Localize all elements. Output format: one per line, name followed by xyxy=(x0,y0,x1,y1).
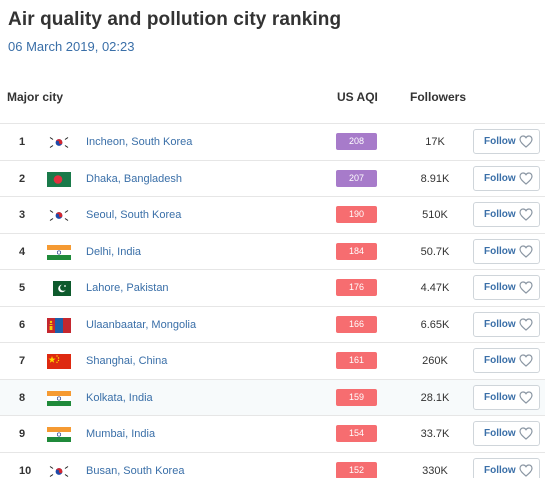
aqi-badge: 208 xyxy=(336,133,377,150)
table-row: 6 Ulaanbaatar, Mongolia 166 6.65K Follow xyxy=(0,305,545,343)
rank-number: 1 xyxy=(19,136,26,148)
rank-number: 6 xyxy=(19,318,26,331)
page-title: Air quality and pollution city ranking xyxy=(8,9,342,30)
india-flag-icon xyxy=(47,390,71,406)
rank-number: 3 xyxy=(19,209,26,221)
china-flag-icon xyxy=(47,354,71,369)
city-link[interactable]: Ulaanbaatar, Mongolia xyxy=(86,318,197,331)
followers-count: 260K xyxy=(422,355,448,367)
table-row: 5 Lahore, Pakistan 176 4.47K Follow xyxy=(0,269,545,306)
south-korea-flag-icon xyxy=(47,135,71,150)
follow-button[interactable]: Follow xyxy=(473,348,540,373)
rank-number: 8 xyxy=(19,391,26,404)
aqi-badge: 159 xyxy=(336,388,377,406)
heart-icon xyxy=(519,135,533,148)
heart-icon xyxy=(519,244,533,258)
heart-icon xyxy=(519,390,533,404)
ranking-date: 06 March 2019, 02:23 xyxy=(8,39,135,54)
rank-number: 7 xyxy=(19,355,26,367)
aqi-badge: 190 xyxy=(336,206,377,223)
bangladesh-flag-icon xyxy=(47,171,71,187)
mongolia-flag-icon xyxy=(47,317,71,333)
follow-button[interactable]: Follow xyxy=(473,311,540,337)
header-followers: Followers xyxy=(410,90,467,104)
followers-count: 8.91K xyxy=(420,172,450,185)
south-korea-flag-icon xyxy=(47,463,71,478)
city-link[interactable]: Dhaka, Bangladesh xyxy=(86,172,183,185)
city-link[interactable]: Seoul, South Korea xyxy=(86,209,182,221)
followers-count: 510K xyxy=(422,209,448,221)
heart-icon xyxy=(519,463,533,477)
follow-button[interactable]: Follow xyxy=(473,421,540,446)
aqi-badge: 154 xyxy=(336,425,377,442)
city-link[interactable]: Shanghai, China xyxy=(86,355,168,367)
follow-label: Follow xyxy=(484,355,516,366)
rank-number: 5 xyxy=(19,282,26,294)
rank-number: 4 xyxy=(19,245,26,258)
table-row: 9 Mumbai, India 154 33.7K Follow xyxy=(0,415,545,452)
heart-icon xyxy=(519,317,533,331)
table-row: 2 Dhaka, Bangladesh 207 8.91K Follow xyxy=(0,159,545,197)
aqi-badge: 152 xyxy=(336,461,377,478)
aqi-badge: 161 xyxy=(336,352,377,369)
follow-label: Follow xyxy=(484,172,516,184)
followers-count: 28.1K xyxy=(420,391,450,404)
follow-button[interactable]: Follow xyxy=(473,202,540,227)
india-flag-icon xyxy=(47,244,71,260)
south-korea-flag-icon xyxy=(47,208,71,223)
pakistan-flag-icon xyxy=(47,281,71,296)
city-link[interactable]: Delhi, India xyxy=(86,245,142,258)
followers-count: 17K xyxy=(425,136,445,148)
city-link[interactable]: Lahore, Pakistan xyxy=(86,282,169,294)
follow-label: Follow xyxy=(484,136,516,147)
follow-button[interactable]: Follow xyxy=(473,457,540,478)
follow-label: Follow xyxy=(484,318,516,330)
city-link[interactable]: Incheon, South Korea xyxy=(86,136,193,148)
header-us-aqi: US AQI xyxy=(337,90,378,104)
follow-label: Follow xyxy=(484,209,516,220)
followers-count: 33.7K xyxy=(420,428,450,440)
india-flag-icon xyxy=(47,427,71,442)
rank-number: 2 xyxy=(19,172,26,185)
header-major-city: Major city xyxy=(7,90,64,104)
table-row: 10 Busan, South Korea 152 330K Follow xyxy=(0,451,545,478)
heart-icon xyxy=(519,281,533,294)
table-row: 7 Shanghai, China 161 260K Follow xyxy=(0,342,545,379)
follow-label: Follow xyxy=(484,282,516,293)
follow-button[interactable]: Follow xyxy=(473,165,540,191)
city-link[interactable]: Busan, South Korea xyxy=(86,464,185,477)
aqi-badge: 166 xyxy=(336,315,377,333)
city-link[interactable]: Kolkata, India xyxy=(86,391,153,404)
follow-label: Follow xyxy=(484,245,516,257)
ranking-table: 1 Incheon, South Korea 208 17K Follow 2 Dhaka,… xyxy=(0,123,545,478)
followers-count: 50.7K xyxy=(420,245,450,258)
followers-count: 4.47K xyxy=(420,282,450,294)
followers-count: 330K xyxy=(422,464,448,477)
aqi-badge: 184 xyxy=(336,242,377,260)
follow-button[interactable]: Follow xyxy=(473,129,540,154)
aqi-badge: 176 xyxy=(336,279,377,296)
follow-button[interactable]: Follow xyxy=(473,275,540,300)
heart-icon xyxy=(519,427,533,440)
rank-number: 10 xyxy=(19,464,32,477)
follow-label: Follow xyxy=(484,464,516,476)
table-row: 1 Incheon, South Korea 208 17K Follow xyxy=(0,123,545,160)
table-header: Major city US AQI Followers xyxy=(0,90,545,104)
followers-count: 6.65K xyxy=(420,318,450,331)
follow-button[interactable]: Follow xyxy=(473,384,540,410)
heart-icon xyxy=(519,171,533,185)
table-row: 4 Delhi, India 184 50.7K Follow xyxy=(0,232,545,270)
table-row: 3 Seoul, South Korea 190 510K Follow xyxy=(0,196,545,233)
follow-label: Follow xyxy=(484,428,516,439)
rank-number: 9 xyxy=(19,428,26,440)
follow-button[interactable]: Follow xyxy=(473,238,540,264)
city-link[interactable]: Mumbai, India xyxy=(86,428,156,440)
table-row: 8 Kolkata, India 159 28.1K Follow xyxy=(0,378,545,415)
heart-icon xyxy=(519,208,533,221)
heart-icon xyxy=(519,354,533,367)
aqi-badge: 207 xyxy=(336,169,377,187)
follow-label: Follow xyxy=(484,391,516,403)
